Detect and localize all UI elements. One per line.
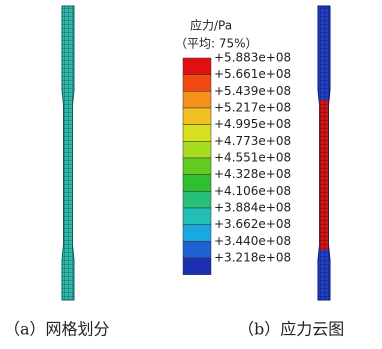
legend-swatch <box>183 75 211 92</box>
legend-label: +3.218e+08 <box>214 251 291 265</box>
legend-label: +4.328e+08 <box>214 167 291 181</box>
legend-swatch <box>183 141 211 158</box>
legend-swatch <box>183 58 211 75</box>
caption: （b）应力云图 <box>238 320 344 339</box>
legend-subtitle: （平均: 75%） <box>175 37 258 51</box>
mesh-specimen <box>62 6 74 300</box>
legend-title: 应力/Pa <box>190 18 232 33</box>
legend-label: +3.662e+08 <box>214 217 291 231</box>
caption: （a）网格划分 <box>4 320 110 339</box>
legend-label: +4.551e+08 <box>214 151 291 165</box>
legend-label: +3.884e+08 <box>214 201 291 215</box>
legend-label: +5.217e+08 <box>214 101 291 115</box>
legend-swatch <box>183 191 211 208</box>
legend-swatch <box>183 225 211 242</box>
legend-label: +4.995e+08 <box>214 117 291 131</box>
legend-label: +5.439e+08 <box>214 84 291 98</box>
legend-swatch <box>183 108 211 125</box>
legend-swatch <box>183 158 211 175</box>
legend-swatch <box>183 91 211 108</box>
legend-label: +5.661e+08 <box>214 67 291 81</box>
legend-swatch <box>183 258 211 275</box>
figure: 应力/Pa （平均: 75%） +5.883e+08 +5.661e+08 +5.4… <box>0 0 382 349</box>
legend-swatch <box>183 208 211 225</box>
legend-label: +4.106e+08 <box>214 184 291 198</box>
legend-swatch <box>183 175 211 192</box>
legend-label: +3.440e+08 <box>214 234 291 248</box>
legend-label: +4.773e+08 <box>214 134 291 148</box>
legend-swatch <box>183 241 211 258</box>
legend: +5.883e+08 +5.661e+08 +5.439e+08 +5.217e+08… <box>183 51 291 275</box>
legend-label: +5.883e+08 <box>214 51 291 65</box>
stress-zone <box>320 100 329 250</box>
legend-swatch <box>183 125 211 142</box>
